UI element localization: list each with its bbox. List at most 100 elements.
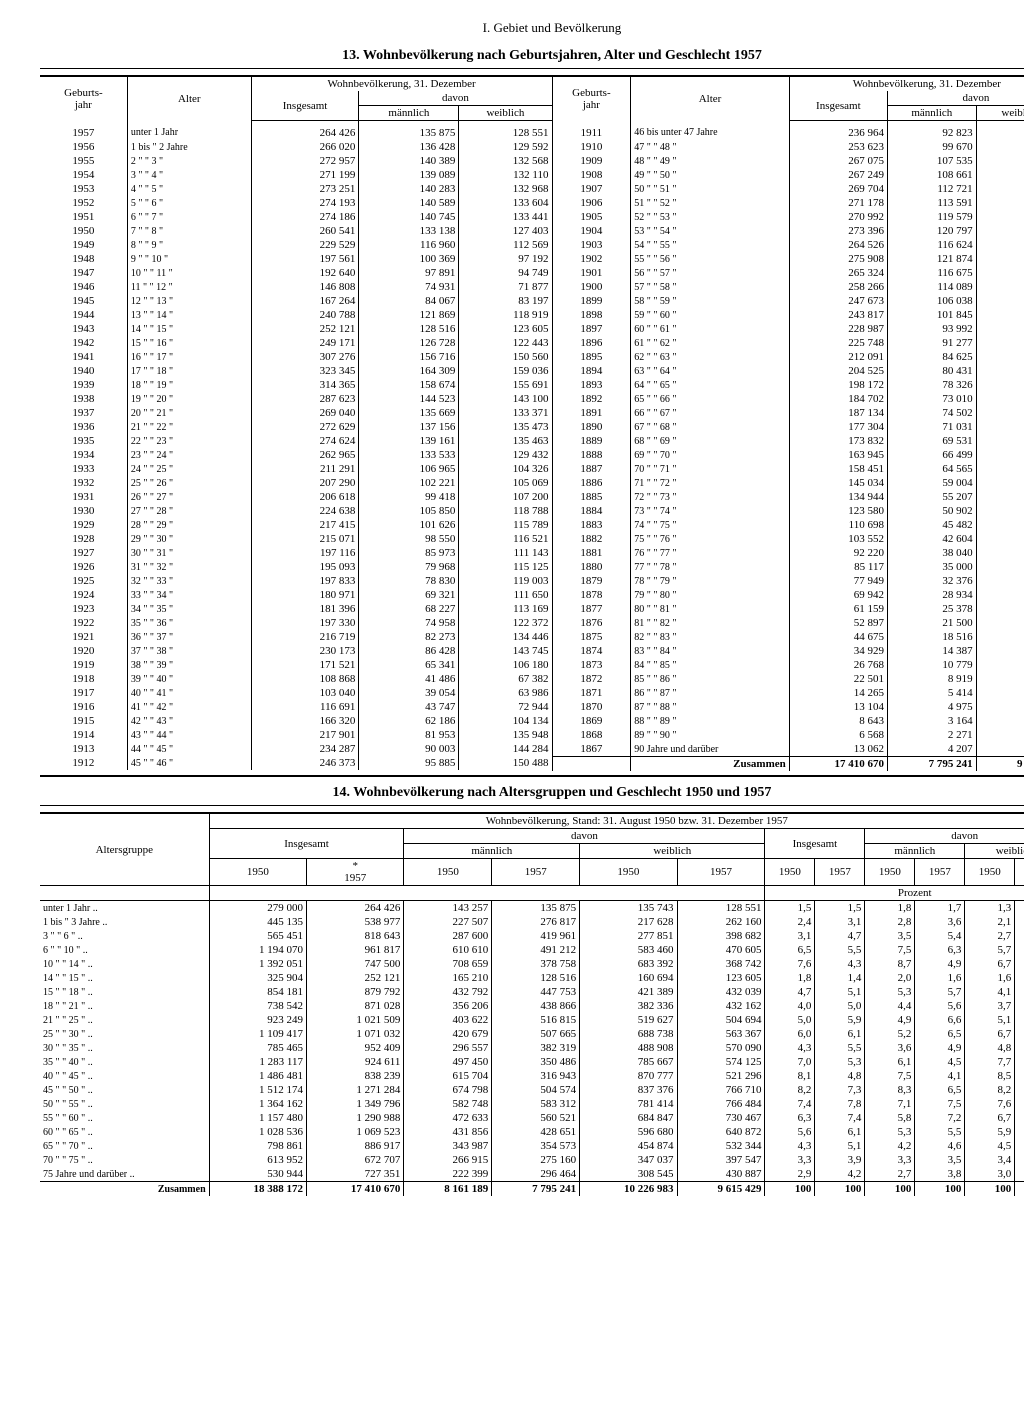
table-row: 191047 " " 48 "253 62399 670153 953 xyxy=(553,140,1024,154)
table-row: 187681 " " 82 "52 89721 50031 397 xyxy=(553,616,1024,630)
table-row: 19543 " " 4 "271 199139 089132 110 xyxy=(40,168,552,182)
table-row: 192928 " " 29 "217 415101 626115 789 xyxy=(40,518,552,532)
th-geburtsjahr: Geburts- jahr xyxy=(40,76,127,121)
th-mann: männlich xyxy=(404,844,580,859)
table-row: 194116 " " 17 "307 276156 716150 560 xyxy=(40,350,552,364)
table13-title: 13. Wohnbevölkerung nach Geburtsjahren, … xyxy=(40,48,1024,69)
table-row: 75 Jahre und darüber ..530 944727 351222… xyxy=(40,1167,1024,1182)
table13: Geburts- jahr Alter Wohnbevölkerung, 31.… xyxy=(40,75,1024,777)
table-row: 191245 " " 46 "246 37395 885150 488 xyxy=(40,756,552,770)
table-row: 186790 Jahre und darüber13 0624 2078 855 xyxy=(553,742,1024,757)
table-row: 35 " " 40 " ..1 283 117924 611497 450350… xyxy=(40,1055,1024,1069)
th-wohn: Wohnbevölkerung, 31. Dezember xyxy=(251,76,551,91)
table-row: 189760 " " 61 "228 98793 992134 995 xyxy=(553,322,1024,336)
table-row: 21 " " 25 " ..923 2491 021 509403 622516… xyxy=(40,1013,1024,1027)
table-row: 192235 " " 36 "197 33074 958122 372 xyxy=(40,616,552,630)
table-row: 70 " " 75 " ..613 952672 707266 915275 1… xyxy=(40,1153,1024,1167)
table-row: 188275 " " 76 "103 55242 60460 948 xyxy=(553,532,1024,546)
th-stand: Wohnbevölkerung, Stand: 31. August 1950 … xyxy=(209,813,1024,829)
table-row: 188176 " " 77 "92 22038 04054 180 xyxy=(553,546,1024,560)
table-row: 25 " " 30 " ..1 109 4171 071 032420 6795… xyxy=(40,1027,1024,1041)
th-mann: männlich xyxy=(359,106,459,121)
table-row: 60 " " 65 " ..1 028 5361 069 523431 8564… xyxy=(40,1125,1024,1139)
table-row: 191641 " " 42 "116 69143 74772 944 xyxy=(40,700,552,714)
th-weib2: weiblich xyxy=(965,844,1024,859)
th-1950pm: 1950 xyxy=(865,859,915,886)
table-row: 19516 " " 7 "274 186140 745133 441 xyxy=(40,210,552,224)
table-row: 189265 " " 66 "184 70273 010111 692 xyxy=(553,392,1024,406)
table-row: 188077 " " 78 "85 11735 00050 117 xyxy=(553,560,1024,574)
th-weib: weiblich xyxy=(459,106,552,121)
table-row: 10 " " 14 " ..1 392 051747 500708 659378… xyxy=(40,957,1024,971)
th-wohn: Wohnbevölkerung, 31. Dezember xyxy=(789,76,1024,91)
table-row: 187582 " " 83 "44 67518 51626 159 xyxy=(553,630,1024,644)
table-row: 190849 " " 50 "267 249108 661158 588 xyxy=(553,168,1024,182)
table-row: 45 " " 50 " ..1 512 1741 271 284674 7985… xyxy=(40,1083,1024,1097)
th-1950w: 1950 xyxy=(580,859,677,886)
table-row: 188968 " " 69 "173 83269 531104 301 xyxy=(553,434,1024,448)
table-row: 191443 " " 44 "217 90181 953135 948 xyxy=(40,728,552,742)
table-row: 191938 " " 39 "171 52165 341106 180 xyxy=(40,658,552,672)
table-row: 187087 " " 88 "13 1044 9758 129 xyxy=(553,700,1024,714)
th-insg: Insgesamt xyxy=(789,91,887,121)
table-row: 192334 " " 35 "181 39668 227113 169 xyxy=(40,602,552,616)
th-insg: Insgesamt xyxy=(209,829,404,859)
table-row: 193522 " " 23 "274 624139 161135 463 xyxy=(40,434,552,448)
th-alter: Alter xyxy=(127,76,251,121)
th-insg: Insgesamt xyxy=(251,91,359,121)
table-row: 189067 " " 68 "177 30471 031106 273 xyxy=(553,420,1024,434)
th-1957pm: 1957 xyxy=(915,859,965,886)
table-row: 55 " " 60 " ..1 157 4801 290 988472 6335… xyxy=(40,1111,1024,1125)
th-1950m: 1950 xyxy=(404,859,492,886)
table-row: 50 " " 55 " ..1 364 1621 349 796582 7485… xyxy=(40,1097,1024,1111)
table-row: 193324 " " 25 "211 291106 965104 326 xyxy=(40,462,552,476)
th-alter: Alter xyxy=(631,76,789,121)
th-mann: männlich xyxy=(887,106,976,121)
table-row: 30 " " 35 " ..785 465952 409296 557382 3… xyxy=(40,1041,1024,1055)
table-row: 190552 " " 53 "270 992119 579151 413 xyxy=(553,210,1024,224)
th-1957pw: 1957 xyxy=(1015,859,1024,886)
table-row: unter 1 Jahr ..279 000264 426143 257135 … xyxy=(40,901,1024,916)
table-row: 18 " " 21 " ..738 542871 028356 206438 8… xyxy=(40,999,1024,1013)
table-row: 186889 " " 90 "6 5682 2714 297 xyxy=(553,728,1024,742)
th-weib: weiblich xyxy=(976,106,1024,121)
table-row: 190156 " " 57 "265 324116 675148 649 xyxy=(553,266,1024,280)
table-row: 19525 " " 6 "274 193140 589133 604 xyxy=(40,196,552,210)
table-row: 192136 " " 37 "216 71982 273134 446 xyxy=(40,630,552,644)
table-row: 194512 " " 13 "167 26484 06783 197 xyxy=(40,294,552,308)
th-davon: davon xyxy=(404,829,765,844)
table-row: 191344 " " 45 "234 28790 003144 284 xyxy=(40,742,552,756)
th-davon2: davon xyxy=(865,829,1024,844)
table-row: 188572 " " 73 "134 94455 20779 737 xyxy=(553,490,1024,504)
table-row: 15 " " 18 " ..854 181879 792432 792447 7… xyxy=(40,985,1024,999)
th-1950pw: 1950 xyxy=(965,859,1015,886)
table-row: 190948 " " 49 "267 075107 535159 540 xyxy=(553,154,1024,168)
table-row: 192433 " " 34 "180 97169 321111 650 xyxy=(40,588,552,602)
th-geburtsjahr: Geburts- jahr xyxy=(553,76,631,121)
th-1957: *1957 xyxy=(307,859,404,886)
table-row: 187978 " " 79 "77 94932 37645 573 xyxy=(553,574,1024,588)
table14: Altersgruppe Wohnbevölkerung, Stand: 31.… xyxy=(40,812,1024,1196)
table-row: 192631 " " 32 "195 09379 968115 125 xyxy=(40,560,552,574)
table-row: 14 " " 15 " ..325 904252 121165 210128 5… xyxy=(40,971,1024,985)
th-weib: weiblich xyxy=(580,844,765,859)
table-row: 194215 " " 16 "249 171126 728122 443 xyxy=(40,336,552,350)
table-row: 190354 " " 55 "264 526116 624147 902 xyxy=(553,238,1024,252)
table-row: 19507 " " 8 "260 541133 138127 403 xyxy=(40,224,552,238)
table-row: 193918 " " 19 "314 365158 674155 691 xyxy=(40,378,552,392)
table-row: 3 " " 6 " ..565 451818 643287 600419 961… xyxy=(40,929,1024,943)
table-row: 188473 " " 74 "123 58050 90272 678 xyxy=(553,504,1024,518)
table-row: 190255 " " 56 "275 908121 874154 034 xyxy=(553,252,1024,266)
th-prozent: Prozent xyxy=(765,886,1024,901)
table-row: 191839 " " 40 "108 86841 48667 382 xyxy=(40,672,552,686)
table-row: 189166 " " 67 "187 13474 502112 632 xyxy=(553,406,1024,420)
table-row: 189364 " " 65 "198 17278 326119 846 xyxy=(553,378,1024,392)
section-title: I. Gebiet und Bevölkerung xyxy=(80,20,1024,36)
table14-title: 14. Wohnbevölkerung nach Altersgruppen u… xyxy=(40,785,1024,806)
th-davon: davon xyxy=(887,91,1024,106)
table-row: 194710 " " 11 "192 64097 89194 749 xyxy=(40,266,552,280)
table-row: 190651 " " 52 "271 178113 591157 587 xyxy=(553,196,1024,210)
table-row: 1 bis " 3 Jahre ..445 135538 977227 5072… xyxy=(40,915,1024,929)
th-1950p: 1950 xyxy=(765,859,815,886)
table-row: 189661 " " 62 "225 74891 277134 471 xyxy=(553,336,1024,350)
